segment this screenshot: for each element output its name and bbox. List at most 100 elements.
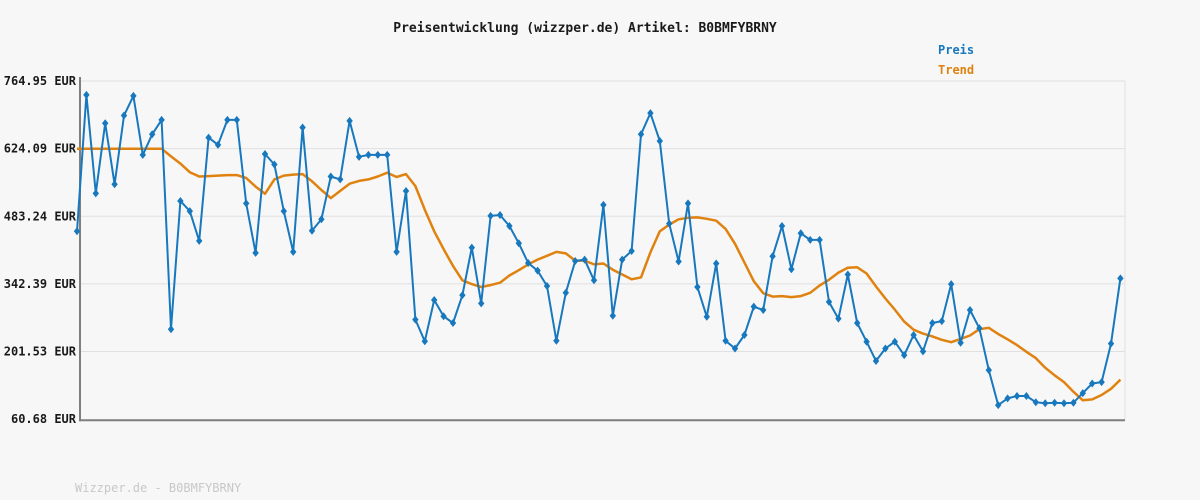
preis-point-marker <box>572 257 579 266</box>
preis-point-marker <box>666 219 673 228</box>
preis-point-marker <box>844 270 851 279</box>
preis-point-marker <box>177 197 184 206</box>
preis-point-marker <box>628 246 635 255</box>
preis-point-marker <box>1060 399 1068 408</box>
preis-point-marker <box>318 215 325 224</box>
preis-point-marker <box>111 180 118 189</box>
preis-point-marker <box>271 160 278 169</box>
preis-point-marker <box>167 325 175 334</box>
preis-point-marker <box>421 337 428 346</box>
preis-point-marker <box>515 239 522 248</box>
preis-point-marker <box>1098 378 1105 387</box>
preis-point-marker <box>149 130 156 139</box>
preis-point-marker <box>656 137 663 146</box>
preis-point-marker <box>1032 398 1039 407</box>
preis-point-marker <box>440 312 447 321</box>
preis-point-marker <box>355 152 363 161</box>
preis-point-marker <box>713 259 720 268</box>
preis-point-marker <box>637 130 645 139</box>
preis-point-marker <box>882 344 889 353</box>
preis-point-marker <box>496 210 504 219</box>
preis-point-marker <box>280 207 287 216</box>
preis-point-marker <box>534 266 541 275</box>
chart-legend: Preis Trend <box>938 40 974 80</box>
preis-point-marker <box>647 109 654 118</box>
watermark: Wizzper.de - B0BMFYBRNY <box>75 481 242 495</box>
preis-point-marker <box>966 306 974 315</box>
preis-point-marker <box>478 299 485 308</box>
preis-point-marker <box>816 235 823 244</box>
preis-point-marker <box>778 222 786 231</box>
preis-point-marker <box>891 337 898 346</box>
preis-point-marker <box>543 282 551 291</box>
preis-point-marker <box>825 297 833 306</box>
preis-point-marker <box>337 175 344 184</box>
preis-point-marker <box>788 265 795 274</box>
preis-point-marker <box>487 211 494 220</box>
preis-point-marker <box>243 199 250 208</box>
preis-point-marker <box>769 252 776 261</box>
preis-point-marker <box>196 236 203 245</box>
y-axis-tick-label: 201.53 EUR <box>4 345 77 359</box>
preis-point-marker <box>252 248 259 257</box>
y-axis-tick-label: 342.39 EUR <box>4 277 77 291</box>
preis-point-marker <box>1013 391 1021 400</box>
preis-point-marker <box>468 243 475 252</box>
preis-point-marker <box>139 150 146 159</box>
preis-point-marker <box>346 116 353 125</box>
preis-point-marker <box>214 140 222 149</box>
preis-point-marker <box>995 401 1002 410</box>
y-axis-tick-label: 624.09 EUR <box>4 142 77 156</box>
preis-point-marker <box>261 149 269 158</box>
preis-point-marker <box>722 336 729 345</box>
preis-point-marker <box>158 115 165 124</box>
preis-point-marker <box>290 247 297 256</box>
preis-point-marker <box>308 226 316 235</box>
preis-point-marker <box>224 115 231 124</box>
preis-point-marker <box>1023 391 1030 400</box>
preis-point-marker <box>938 317 945 326</box>
preis-point-marker <box>205 133 212 142</box>
preis-point-marker <box>590 276 598 285</box>
trend-line <box>77 147 1122 402</box>
preis-point-marker <box>1107 339 1115 348</box>
preis-point-marker <box>393 247 400 256</box>
preis-point-marker <box>102 119 109 128</box>
preis-point-marker <box>525 258 532 267</box>
preis-point-marker <box>120 111 128 120</box>
preis-point-marker <box>609 311 616 320</box>
preis-point-marker <box>1070 398 1077 407</box>
legend-item-trend: Trend <box>938 63 975 77</box>
preis-point-marker <box>910 331 917 340</box>
preis-point-marker <box>684 199 692 208</box>
preis-point-marker <box>374 150 381 159</box>
preis-point-marker <box>412 315 419 324</box>
preis-point-marker <box>854 319 861 328</box>
preis-point-marker <box>384 150 391 159</box>
preis-point-marker <box>73 227 81 236</box>
preis-point-marker <box>1117 274 1124 283</box>
preis-point-marker <box>581 255 588 264</box>
preis-point-marker <box>562 288 569 297</box>
preis-point-marker <box>506 222 513 231</box>
preis-point-marker <box>919 347 927 356</box>
preis-point-marker <box>957 338 964 347</box>
y-axis-tick-label: 483.24 EUR <box>4 209 77 223</box>
preis-point-marker <box>675 257 682 266</box>
preis-point-marker <box>459 291 466 300</box>
preis-point-marker <box>872 356 880 365</box>
preis-point-marker <box>600 200 607 209</box>
legend-item-preis: Preis <box>938 43 975 57</box>
preis-point-marker <box>797 229 804 238</box>
preis-point-marker <box>760 306 767 315</box>
preis-point-marker <box>1042 399 1049 408</box>
preis-point-marker <box>929 319 936 328</box>
preis-line <box>76 93 1122 407</box>
preis-point-marker <box>1051 398 1058 407</box>
preis-point-marker <box>985 366 992 375</box>
preis-point-marker <box>92 189 99 198</box>
preis-point-marker <box>233 115 240 124</box>
chart-title: Preisentwicklung (wizzper.de) Artikel: B… <box>393 21 777 36</box>
preis-point-marker <box>449 319 457 328</box>
